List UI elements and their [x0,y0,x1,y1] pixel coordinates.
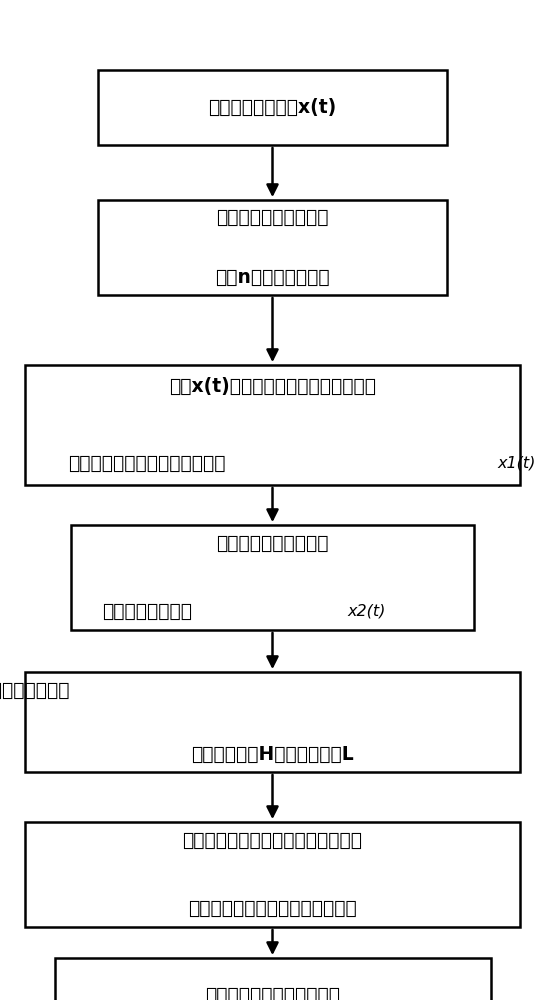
FancyBboxPatch shape [25,672,520,772]
FancyBboxPatch shape [98,70,447,145]
FancyBboxPatch shape [71,525,474,630]
Text: 抑端固有时间尺度分解得到不同: 抑端固有时间尺度分解得到不同 [0,680,69,700]
Text: 提取x(t)中极值点、极大值、极小值的: 提取x(t)中极值点、极大值、极小值的 [169,377,376,396]
FancyBboxPatch shape [25,365,520,485]
Text: x1(t): x1(t) [498,456,536,471]
Text: 计算端点效应评价指标，结合峭度选: 计算端点效应评价指标，结合峭度选 [183,831,362,850]
Text: 个数和坐标，获得新的极值序列: 个数和坐标，获得新的极值序列 [69,454,226,473]
Text: 称延拓处理，得到: 称延拓处理，得到 [102,602,192,621]
FancyBboxPatch shape [54,958,490,1000]
FancyBboxPatch shape [25,822,520,927]
Text: x2(t): x2(t) [347,604,386,619]
FancyBboxPatch shape [98,200,447,295]
Text: 对两端的极值点进行对: 对两端的极值点进行对 [216,534,329,553]
Text: 选取固有时间尺度分解: 选取固有时间尺度分解 [216,208,329,227]
Text: 采集管道量磁信号x(t): 采集管道量磁信号x(t) [208,98,337,117]
Text: 取重组固有旋转分量和单调趋势项: 取重组固有旋转分量和单调趋势项 [188,899,357,918]
Text: 固有旋转分量H和单调趋势项L: 固有旋转分量H和单调趋势项L [191,744,354,764]
Text: 包络求取梯度判定管道缺陷: 包络求取梯度判定管道缺陷 [205,986,340,1000]
Text: 层数n，迭代终止误差: 层数n，迭代终止误差 [215,268,330,287]
